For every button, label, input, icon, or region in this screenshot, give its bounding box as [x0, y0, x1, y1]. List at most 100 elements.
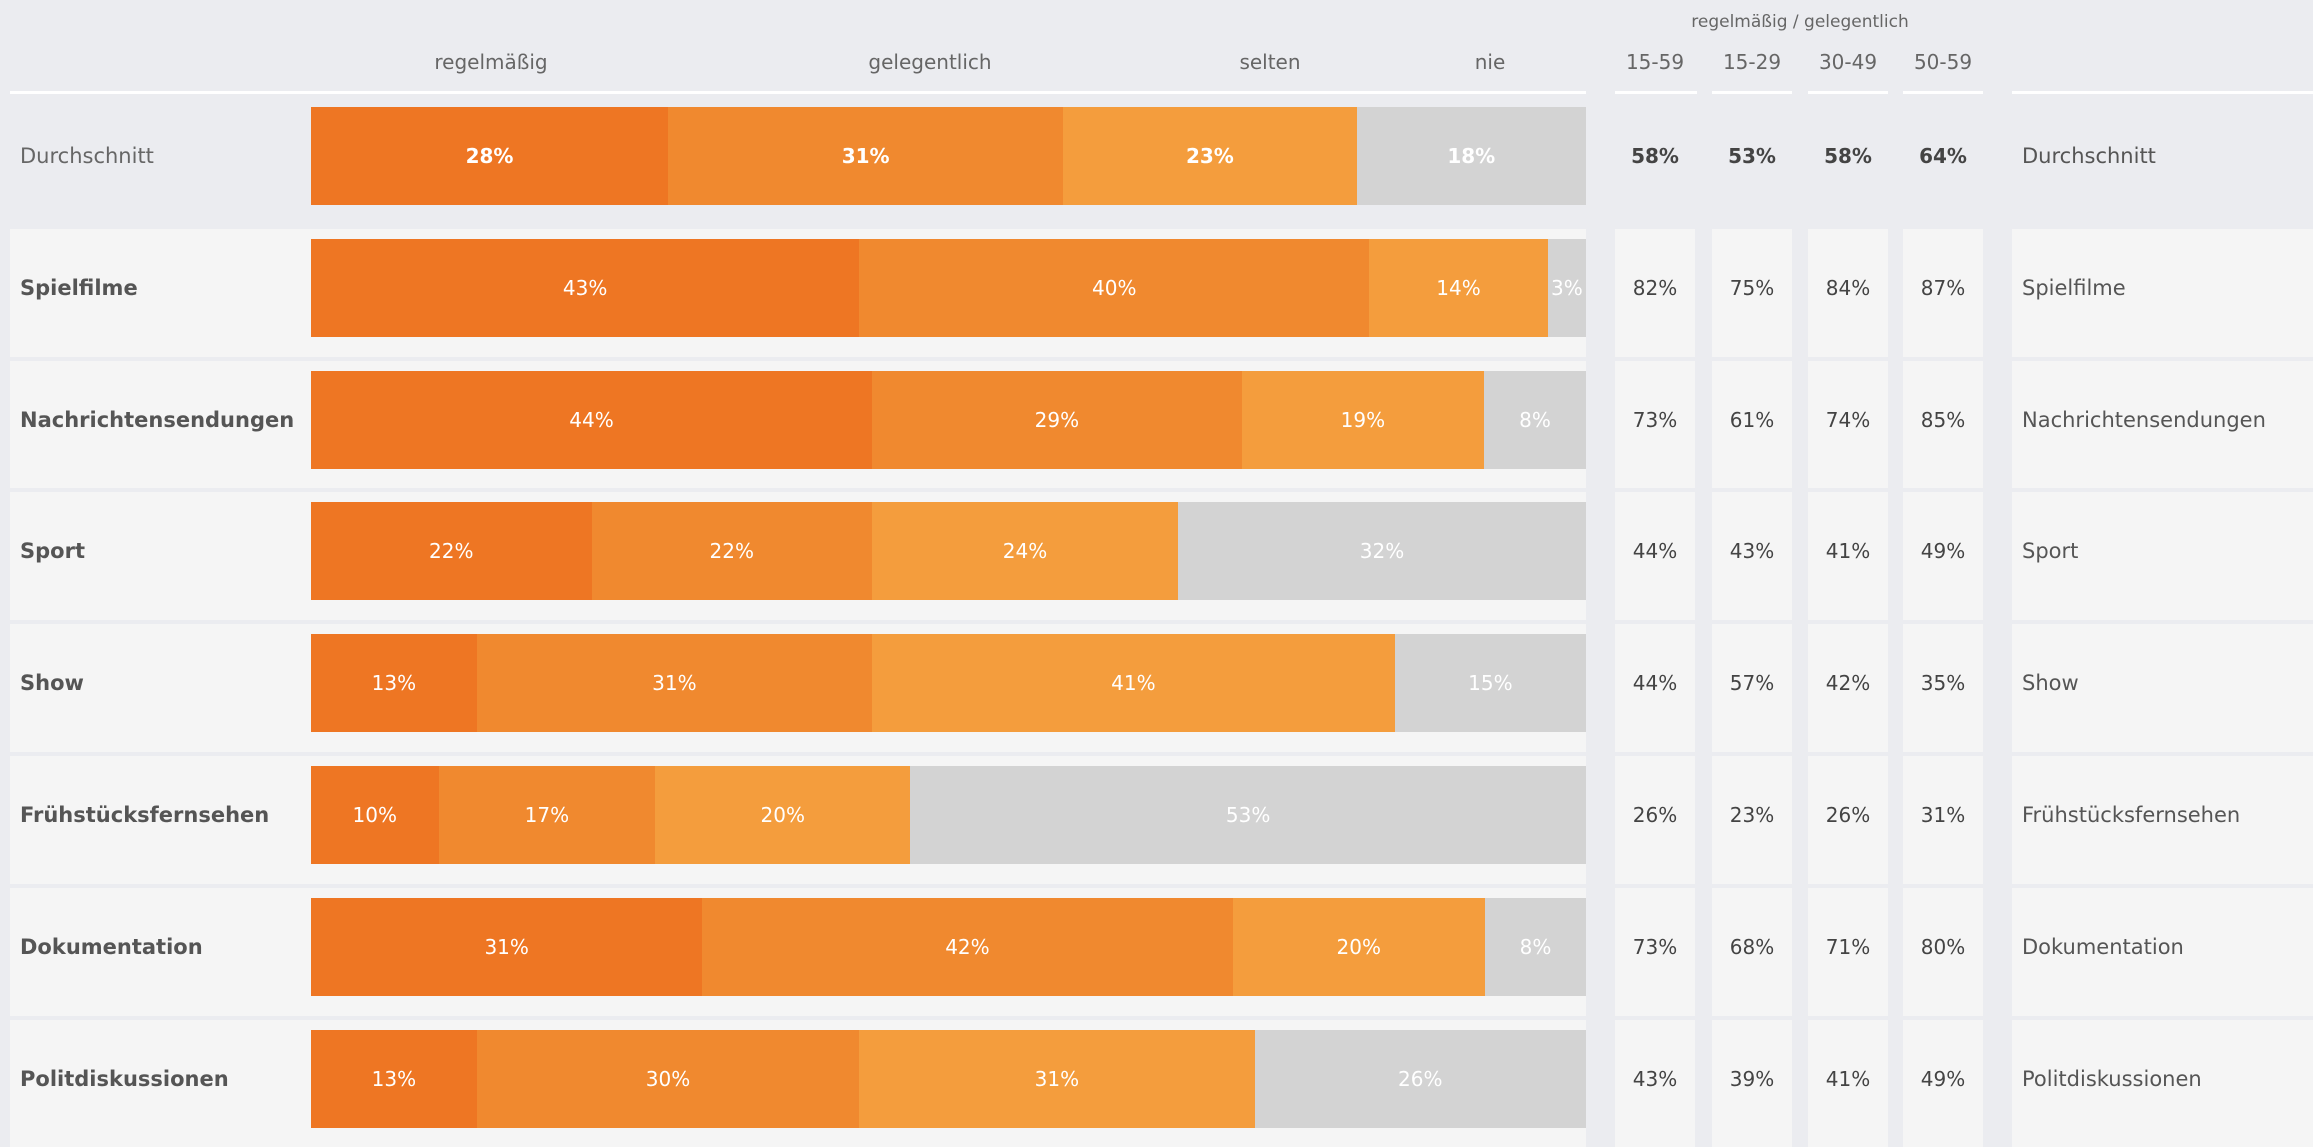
- bar-segment-selten: 23%: [1063, 107, 1357, 205]
- table-cell: 49%: [1920, 1066, 1966, 1091]
- header-combined: regelmäßig / gelegentlich: [1691, 12, 1909, 32]
- table-cell: 73%: [1632, 934, 1678, 959]
- table-cell: 44%: [1632, 539, 1678, 564]
- table-cell-background: [1808, 1019, 1888, 1147]
- table-cell: 44%: [1632, 671, 1678, 696]
- category-label-right: Spielfilme: [2022, 275, 2126, 300]
- row-background-right: [2012, 97, 2313, 225]
- table-cell-background: [1808, 887, 1888, 1016]
- row-background-right: [2012, 624, 2313, 752]
- header-age-15-29: 15-29: [1722, 50, 1782, 74]
- category-label-right: Dokumentation: [2022, 934, 2184, 959]
- bar-segment-nie: 53%: [910, 766, 1586, 864]
- bar-segment-selten: 20%: [1232, 897, 1485, 996]
- header-age-50-59: 50-59: [1913, 50, 1973, 74]
- category-label: Durchschnitt: [20, 144, 154, 168]
- bar-segment-regelmaessig: 13%: [311, 1029, 477, 1128]
- table-cell-background: [1903, 756, 1983, 884]
- table-cell-background: [1615, 360, 1695, 489]
- bar-segment-selten: 31%: [859, 1029, 1255, 1128]
- table-cell: 75%: [1729, 275, 1775, 300]
- category-label-right: Sport: [2022, 539, 2079, 564]
- row-background-right: [2012, 228, 2313, 357]
- bar-segment-nie: 32%: [1178, 502, 1586, 601]
- category-label-right: Frühstücksfernsehen: [2022, 803, 2241, 827]
- table-cell-background: [1712, 360, 1792, 489]
- bar-segment-regelmaessig: 13%: [311, 634, 477, 733]
- table-cell-background: [1615, 97, 1695, 225]
- header-rule-main: [10, 91, 1586, 94]
- bar-segment-nie: 3%: [1547, 238, 1586, 337]
- table-cell: 73%: [1632, 407, 1678, 432]
- table-cell-background: [1903, 97, 1983, 225]
- table-cell-background: [1808, 228, 1888, 357]
- bar-segment-regelmaessig: 44%: [311, 370, 872, 469]
- table-cell: 43%: [1632, 1066, 1678, 1091]
- table-cell: 49%: [1920, 539, 1966, 564]
- table-cell-background: [1712, 756, 1792, 884]
- header-regelmaessig: regelmäßig: [434, 50, 548, 74]
- bar-segment-nie: 15%: [1394, 634, 1586, 733]
- table-cell: 85%: [1920, 407, 1966, 432]
- bar-segment-regelmaessig: 22%: [311, 502, 592, 601]
- table-cell-background: [1615, 492, 1695, 621]
- category-label-right: Durchschnitt: [2022, 144, 2156, 168]
- table-cell-background: [1712, 97, 1792, 225]
- bar-segment-gelegentlich: 40%: [859, 238, 1370, 337]
- header-selten: selten: [1239, 50, 1301, 74]
- bar-segment-gelegentlich: 29%: [872, 370, 1242, 469]
- category-label-right: Politdiskussionen: [2022, 1066, 2202, 1091]
- category-label-right: Show: [2022, 671, 2079, 696]
- table-cell: 23%: [1729, 803, 1775, 827]
- header-rule-age-1: [1615, 91, 1697, 94]
- table-cell: 68%: [1729, 934, 1775, 959]
- table-cell: 41%: [1825, 539, 1871, 564]
- bar-segment-gelegentlich: 22%: [591, 502, 872, 601]
- table-cell: 35%: [1920, 671, 1966, 696]
- bar-nachrichtensendungen: 44% 29% 19% 8%: [311, 370, 1586, 469]
- row-background-right: [2012, 492, 2313, 621]
- table-cell: 74%: [1825, 407, 1871, 432]
- bar-segment-nie: 8%: [1484, 370, 1586, 469]
- header-nie: nie: [1474, 50, 1506, 74]
- table-cell-background: [1808, 756, 1888, 884]
- category-label: Politdiskussionen: [20, 1066, 229, 1091]
- table-cell: 71%: [1825, 934, 1871, 959]
- bar-segment-selten: 41%: [872, 634, 1395, 733]
- table-cell: 39%: [1729, 1066, 1775, 1091]
- table-cell: 43%: [1729, 539, 1775, 564]
- table-cell-background: [1903, 624, 1983, 752]
- category-label: Show: [20, 671, 84, 696]
- header-gelegentlich: gelegentlich: [868, 50, 992, 74]
- bar-frühstücksfernsehen: 10% 17% 20% 53%: [311, 766, 1586, 864]
- table-cell-background: [1903, 228, 1983, 357]
- table-cell: 82%: [1632, 275, 1678, 300]
- row-background-right: [2012, 887, 2313, 1016]
- table-cell-background: [1903, 887, 1983, 1016]
- bar-segment-selten: 24%: [872, 502, 1178, 601]
- header-rule-age-3: [1808, 91, 1888, 94]
- category-label: Sport: [20, 539, 85, 564]
- bar-segment-nie: 26%: [1254, 1029, 1586, 1128]
- row-background-right: [2012, 360, 2313, 489]
- bar-show: 13% 31% 41% 15%: [311, 634, 1586, 733]
- category-label: Nachrichtensendungen: [20, 407, 295, 432]
- table-cell-background: [1615, 887, 1695, 1016]
- bar-spielfilme: 43% 40% 14% 3%: [311, 238, 1586, 337]
- bar-segment-nie: 18%: [1356, 107, 1586, 205]
- category-label: Frühstücksfernsehen: [20, 803, 270, 827]
- table-cell-background: [1615, 228, 1695, 357]
- category-label: Spielfilme: [20, 275, 138, 300]
- table-cell: 26%: [1632, 803, 1678, 827]
- bar-segment-selten: 19%: [1241, 370, 1484, 469]
- table-cell-background: [1712, 887, 1792, 1016]
- row-background-right: [2012, 756, 2313, 884]
- bar-segment-gelegentlich: 31%: [476, 634, 872, 733]
- table-cell: 41%: [1825, 1066, 1871, 1091]
- header-rule-age-2: [1712, 91, 1792, 94]
- bar-segment-selten: 14%: [1369, 238, 1548, 337]
- table-cell: 58%: [1631, 144, 1679, 168]
- header-age-15-59: 15-59: [1625, 50, 1685, 74]
- table-cell-background: [1615, 624, 1695, 752]
- table-cell-background: [1808, 97, 1888, 225]
